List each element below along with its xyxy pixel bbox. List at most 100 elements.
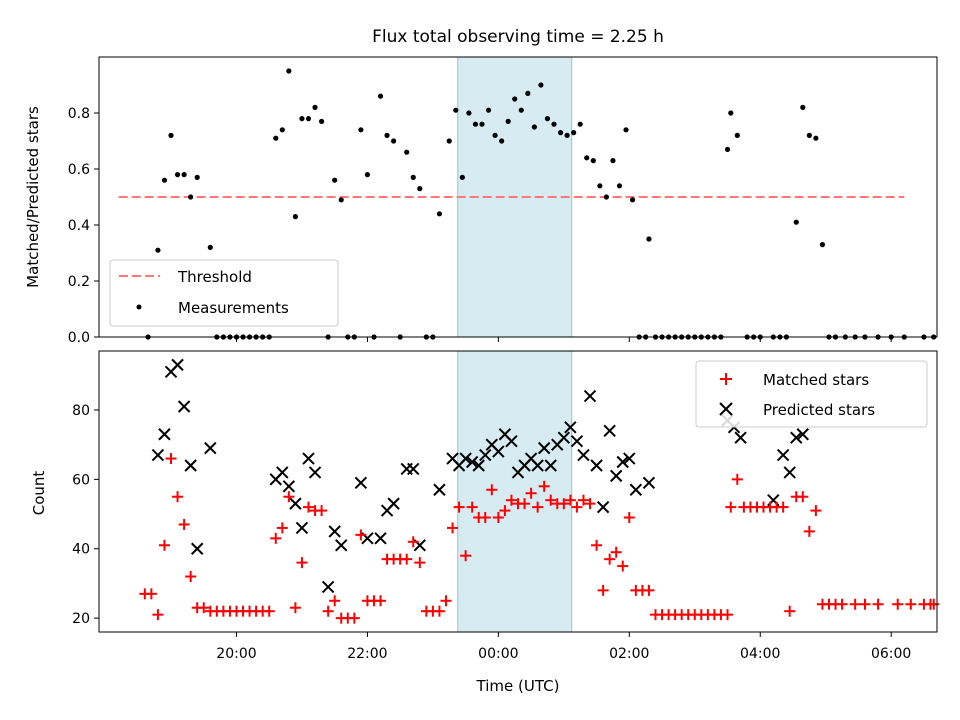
measurement-point: [286, 68, 292, 74]
matched-point: [303, 501, 314, 513]
top-y-tick-label: 0.8: [68, 106, 90, 122]
measurement-point: [161, 177, 168, 183]
measurement-point: [404, 149, 410, 155]
matched-point: [178, 518, 190, 530]
measurement-point: [207, 244, 213, 250]
x-tick-label: 20:00: [216, 646, 256, 662]
matched-point: [623, 512, 635, 524]
matched-point: [486, 484, 498, 496]
predicted-point: [459, 452, 472, 465]
matched-point: [145, 588, 157, 600]
predicted-point-stroke-b: [505, 434, 518, 448]
matched-point: [440, 595, 452, 607]
x-ticks: 20:00 22:00 00:00 02:00 04:00 06:00: [216, 337, 911, 662]
measurement-point: [459, 174, 465, 180]
predicted-point-stroke-b: [204, 441, 217, 455]
predicted-point-stroke-b: [629, 483, 643, 496]
predicted-point-stroke-b: [479, 448, 492, 462]
matched-point: [283, 491, 295, 503]
predicted-point-stroke-b: [446, 452, 459, 465]
predicted-point: [609, 469, 623, 483]
matched-point: [604, 553, 616, 565]
top-y-tick-label: 0.4: [68, 218, 90, 234]
predicted-point-stroke-b: [302, 452, 315, 465]
measurement-point: [629, 197, 636, 203]
matched-point: [725, 501, 737, 513]
matched-point: [296, 557, 308, 569]
predicted-point: [282, 480, 296, 493]
bottom-axes-frame: [98, 350, 938, 633]
predicted-point: [177, 400, 191, 413]
measurement-point: [551, 121, 557, 127]
predicted-point: [328, 525, 341, 538]
predicted-point-stroke-b: [609, 469, 623, 483]
matched-point: [401, 553, 413, 565]
predicted-point-stroke-b: [498, 428, 512, 441]
predicted-point-stroke-b: [790, 431, 803, 444]
matched-point: [322, 605, 334, 617]
matched-point: [172, 491, 184, 503]
top-panel: 0.00.20.40.60.8 Matched/Predicted stars …: [24, 56, 938, 346]
predicted-point: [184, 459, 197, 472]
measurement-point: [417, 186, 423, 192]
measurement-point: [453, 107, 459, 113]
measurement-point: [806, 132, 812, 138]
predicted-point-stroke-b: [276, 466, 289, 479]
matched-point: [731, 473, 743, 485]
legend-threshold-label: Threshold: [177, 268, 252, 286]
bottom-y-tick-label: 20: [72, 611, 90, 627]
top-y-axis-label: Matched/Predicted stars: [24, 106, 42, 288]
measurement-point: [181, 172, 187, 178]
predicted-point-stroke-b: [596, 500, 610, 514]
predicted-point-stroke-b: [387, 497, 400, 510]
matched-point: [375, 595, 387, 607]
measurement-point: [485, 107, 492, 113]
measurement-point: [544, 116, 551, 122]
matched-point: [545, 494, 557, 506]
predicted-point: [374, 532, 387, 545]
matched-point: [591, 539, 603, 551]
x-axis-label: Time (UTC): [476, 677, 560, 695]
measurement-point: [466, 110, 472, 116]
measurement-point: [531, 124, 537, 130]
predicted-point: [158, 428, 171, 441]
x-tick-label: 00:00: [478, 646, 518, 662]
matched-point: [492, 512, 504, 524]
matched-point: [165, 453, 177, 465]
measurement-point: [168, 132, 174, 138]
predicted-point-stroke-b: [308, 466, 322, 479]
measurement-point: [364, 172, 371, 178]
predicted-point-stroke-b: [465, 455, 479, 469]
bottom-shaded-span: [457, 350, 573, 633]
matched-point: [810, 505, 822, 517]
matched-point: [571, 501, 583, 513]
measurement-point: [410, 174, 416, 180]
measurement-point: [305, 116, 312, 122]
matched-point: [777, 501, 789, 513]
predicted-point: [642, 476, 656, 490]
measurement-point: [571, 130, 577, 136]
matched-point: [532, 501, 544, 513]
predicted-point-stroke-b: [374, 532, 387, 545]
matched-point: [460, 550, 472, 562]
predicted-point: [790, 431, 803, 444]
predicted-point: [302, 452, 315, 465]
measurement-point: [724, 146, 731, 152]
measurement-point: [512, 96, 518, 102]
predicted-point-stroke-b: [564, 421, 577, 434]
measurement-point: [479, 121, 485, 127]
predicted-point-stroke-b: [433, 483, 446, 496]
measurement-point: [525, 90, 531, 96]
measurement-point: [813, 135, 819, 141]
chart-title: Flux total observing time = 2.25 h: [372, 27, 664, 47]
predicted-point: [433, 483, 446, 496]
x-tick-label: 02:00: [609, 646, 649, 662]
matched-point: [836, 598, 848, 610]
measurement-point: [446, 138, 452, 144]
matched-point: [872, 598, 884, 610]
predicted-point-stroke-b: [321, 580, 335, 594]
predicted-point: [616, 455, 629, 469]
bottom-y-axis-label: Count: [30, 471, 48, 516]
measurement-point: [188, 194, 194, 200]
predicted-point: [596, 500, 610, 514]
